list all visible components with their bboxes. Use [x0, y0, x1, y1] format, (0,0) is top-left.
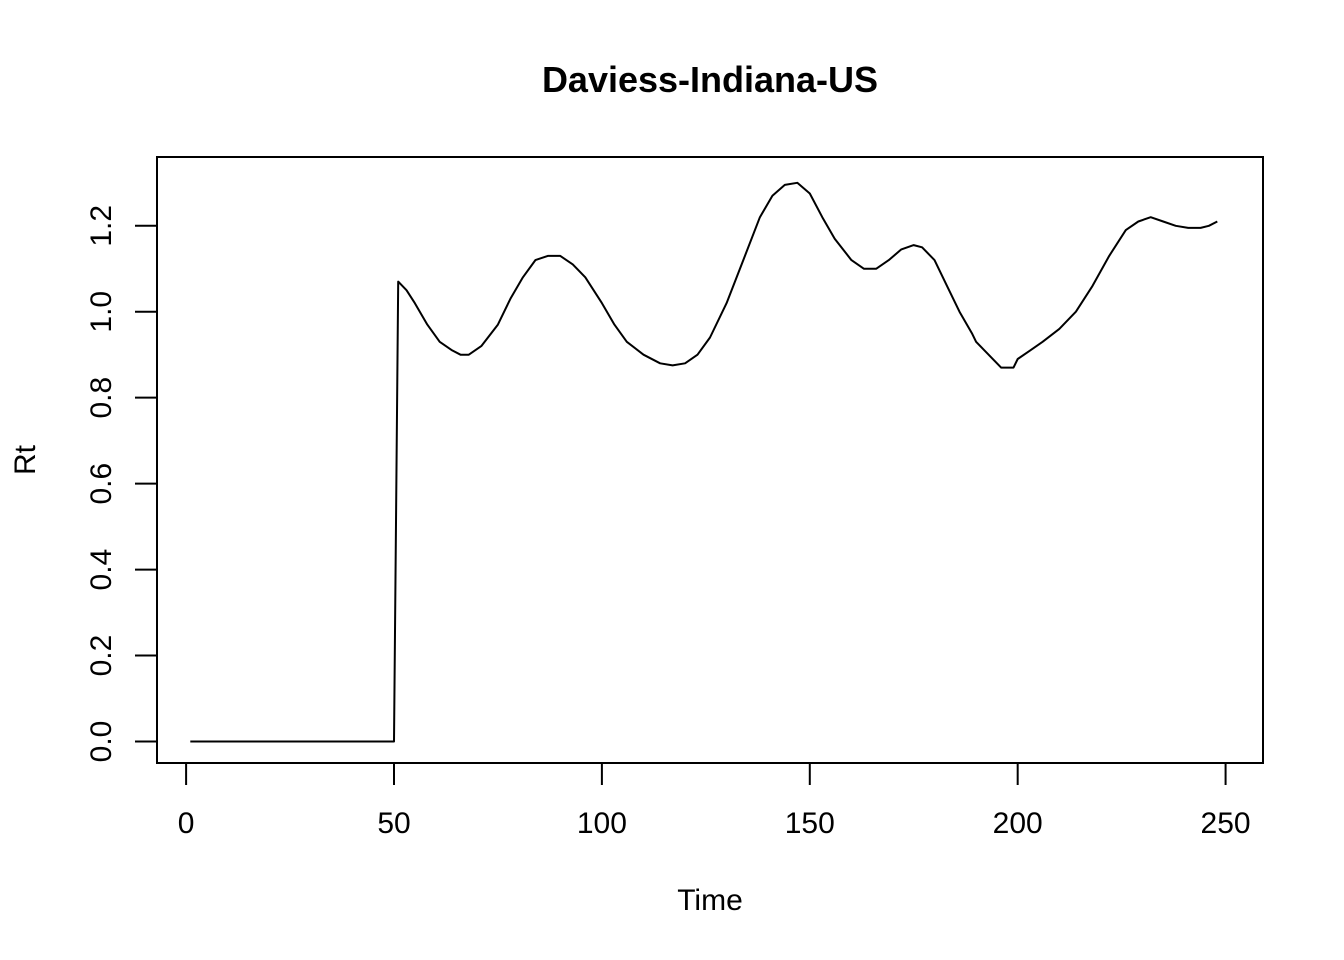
y-tick-label: 0.2	[85, 635, 118, 677]
y-tick-label: 0.4	[85, 549, 118, 591]
y-tick-label: 1.2	[85, 205, 118, 247]
x-tick-label: 200	[993, 807, 1043, 840]
y-tick-label: 0.6	[85, 463, 118, 505]
y-axis: 0.0 0.2 0.4 0.6 0.8 1.0 1.2	[85, 205, 158, 763]
x-axis-label: Time	[677, 884, 743, 917]
y-tick-label: 0.8	[85, 377, 118, 419]
y-axis-label: Rt	[9, 444, 42, 475]
x-tick-label: 50	[377, 807, 410, 840]
y-tick-label: 0.0	[85, 721, 118, 763]
series-layer	[190, 181, 1218, 743]
x-tick-label: 250	[1201, 807, 1251, 840]
plot-frame	[156, 156, 1264, 764]
x-tick-label: 100	[577, 807, 627, 840]
y-tick-label: 1.0	[85, 291, 118, 333]
x-axis: 0 50 100 150 200 250	[178, 762, 1251, 840]
chart-title: Daviess-Indiana-US	[542, 59, 878, 100]
series-line-1	[190, 181, 1218, 743]
x-tick-label: 150	[785, 807, 835, 840]
x-tick-label: 0	[178, 807, 195, 840]
